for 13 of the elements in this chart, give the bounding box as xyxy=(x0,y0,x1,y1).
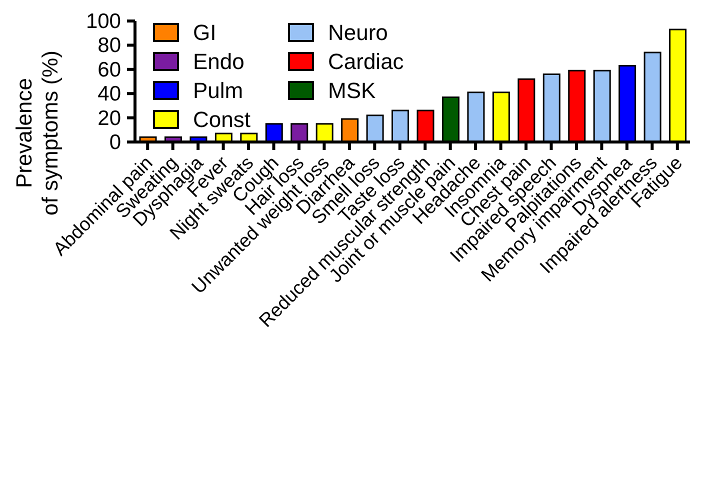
legend-label: MSK xyxy=(328,78,376,104)
y-tick-label: 0 xyxy=(109,131,121,154)
legend-label: GI xyxy=(193,20,216,46)
legend-label: Pulm xyxy=(193,78,244,104)
legend-label: Endo xyxy=(193,48,244,74)
legend-label: Const xyxy=(193,106,250,132)
legend-label: Cardiac xyxy=(328,48,404,74)
y-tick-label: 40 xyxy=(98,82,121,106)
y-tick-label: 60 xyxy=(98,58,121,82)
y-tick-label: 20 xyxy=(98,106,121,130)
y-tick-label: 80 xyxy=(98,34,121,58)
legend-label: Neuro xyxy=(328,20,388,46)
y-tick-label: 100 xyxy=(86,10,121,33)
